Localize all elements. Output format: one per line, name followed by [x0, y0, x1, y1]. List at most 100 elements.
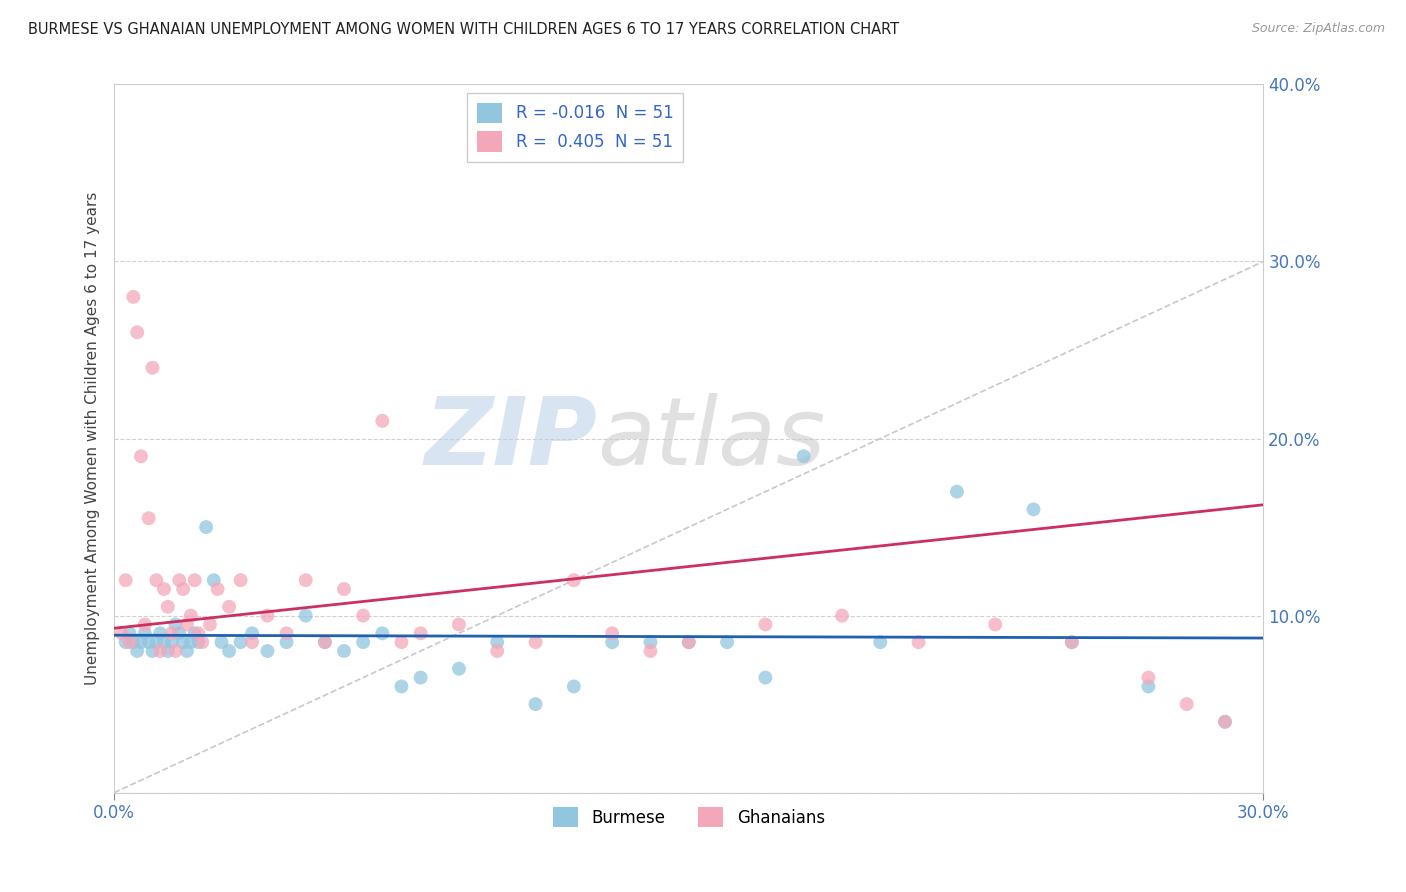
Point	[314, 635, 336, 649]
Point	[165, 617, 187, 632]
Point	[187, 635, 209, 649]
Point	[134, 617, 156, 632]
Point	[678, 635, 700, 649]
Point	[145, 635, 167, 649]
Point	[169, 573, 191, 587]
Point	[352, 608, 374, 623]
Point	[256, 644, 278, 658]
Text: atlas: atlas	[596, 393, 825, 484]
Point	[129, 449, 152, 463]
Point	[333, 582, 356, 596]
Point	[352, 635, 374, 649]
Text: Source: ZipAtlas.com: Source: ZipAtlas.com	[1251, 22, 1385, 36]
Point	[371, 626, 394, 640]
Point	[138, 511, 160, 525]
Point	[145, 573, 167, 587]
Point	[183, 626, 205, 640]
Point	[202, 573, 225, 587]
Point	[447, 617, 470, 632]
Point	[138, 635, 160, 649]
Point	[191, 635, 214, 649]
Point	[524, 697, 547, 711]
Point	[1137, 680, 1160, 694]
Point	[160, 626, 183, 640]
Point	[678, 635, 700, 649]
Point	[172, 582, 194, 596]
Point	[156, 644, 179, 658]
Point	[118, 626, 141, 640]
Point	[276, 626, 298, 640]
Point	[1213, 714, 1236, 729]
Point	[1060, 635, 1083, 649]
Point	[600, 626, 623, 640]
Point	[1060, 635, 1083, 649]
Point	[409, 626, 432, 640]
Point	[314, 635, 336, 649]
Point	[134, 626, 156, 640]
Point	[447, 662, 470, 676]
Text: BURMESE VS GHANAIAN UNEMPLOYMENT AMONG WOMEN WITH CHILDREN AGES 6 TO 17 YEARS CO: BURMESE VS GHANAIAN UNEMPLOYMENT AMONG W…	[28, 22, 900, 37]
Point	[156, 599, 179, 614]
Point	[391, 680, 413, 694]
Point	[169, 626, 191, 640]
Point	[294, 608, 316, 623]
Point	[831, 608, 853, 623]
Point	[207, 582, 229, 596]
Point	[391, 635, 413, 649]
Point	[907, 635, 929, 649]
Point	[149, 626, 172, 640]
Point	[240, 635, 263, 649]
Point	[640, 644, 662, 658]
Point	[984, 617, 1007, 632]
Y-axis label: Unemployment Among Women with Children Ages 6 to 17 years: Unemployment Among Women with Children A…	[86, 192, 100, 685]
Point	[114, 573, 136, 587]
Point	[562, 680, 585, 694]
Point	[180, 608, 202, 623]
Point	[118, 635, 141, 649]
Point	[176, 644, 198, 658]
Point	[122, 635, 145, 649]
Point	[122, 290, 145, 304]
Legend: Burmese, Ghanaians: Burmese, Ghanaians	[546, 800, 831, 834]
Point	[209, 635, 232, 649]
Point	[153, 635, 176, 649]
Point	[1213, 714, 1236, 729]
Text: ZIP: ZIP	[425, 392, 596, 484]
Point	[409, 671, 432, 685]
Point	[187, 626, 209, 640]
Point	[111, 626, 134, 640]
Point	[1137, 671, 1160, 685]
Point	[172, 635, 194, 649]
Point	[869, 635, 891, 649]
Point	[218, 599, 240, 614]
Point	[180, 635, 202, 649]
Point	[486, 644, 509, 658]
Point	[276, 635, 298, 649]
Point	[198, 617, 221, 632]
Point	[141, 644, 163, 658]
Point	[229, 573, 252, 587]
Point	[524, 635, 547, 649]
Point	[153, 582, 176, 596]
Point	[1022, 502, 1045, 516]
Point	[165, 644, 187, 658]
Point	[486, 635, 509, 649]
Point	[127, 326, 149, 340]
Point	[754, 671, 776, 685]
Point	[183, 573, 205, 587]
Point	[114, 635, 136, 649]
Point	[195, 520, 218, 534]
Point	[149, 644, 172, 658]
Point	[218, 644, 240, 658]
Point	[160, 635, 183, 649]
Point	[600, 635, 623, 649]
Point	[333, 644, 356, 658]
Point	[294, 573, 316, 587]
Point	[793, 449, 815, 463]
Point	[127, 644, 149, 658]
Point	[256, 608, 278, 623]
Point	[229, 635, 252, 649]
Point	[129, 635, 152, 649]
Point	[640, 635, 662, 649]
Point	[754, 617, 776, 632]
